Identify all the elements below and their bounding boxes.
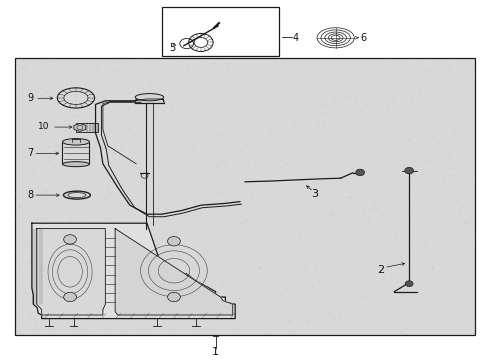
Ellipse shape [62, 139, 89, 145]
Text: 7: 7 [27, 148, 33, 158]
Polygon shape [115, 229, 233, 315]
Text: 9: 9 [27, 93, 33, 103]
Circle shape [64, 292, 76, 302]
Ellipse shape [135, 94, 164, 101]
Text: 6: 6 [360, 33, 366, 43]
Text: 3: 3 [311, 189, 318, 199]
Circle shape [168, 292, 180, 302]
Bar [15, 58, 475, 335]
Text: 2: 2 [377, 265, 385, 275]
Circle shape [405, 167, 414, 174]
Polygon shape [37, 229, 105, 315]
Bar [162, 7, 279, 56]
Polygon shape [74, 123, 86, 131]
Circle shape [356, 169, 365, 176]
Ellipse shape [62, 162, 89, 167]
Circle shape [64, 235, 76, 244]
Bar [76, 123, 98, 132]
Text: 5: 5 [169, 43, 175, 53]
Circle shape [405, 281, 413, 287]
Bar [63, 142, 89, 164]
Polygon shape [32, 223, 235, 319]
Text: 4: 4 [293, 33, 299, 43]
Text: 8: 8 [27, 190, 33, 200]
Text: 1: 1 [212, 347, 219, 357]
Text: 10: 10 [38, 122, 49, 131]
Circle shape [168, 237, 180, 246]
